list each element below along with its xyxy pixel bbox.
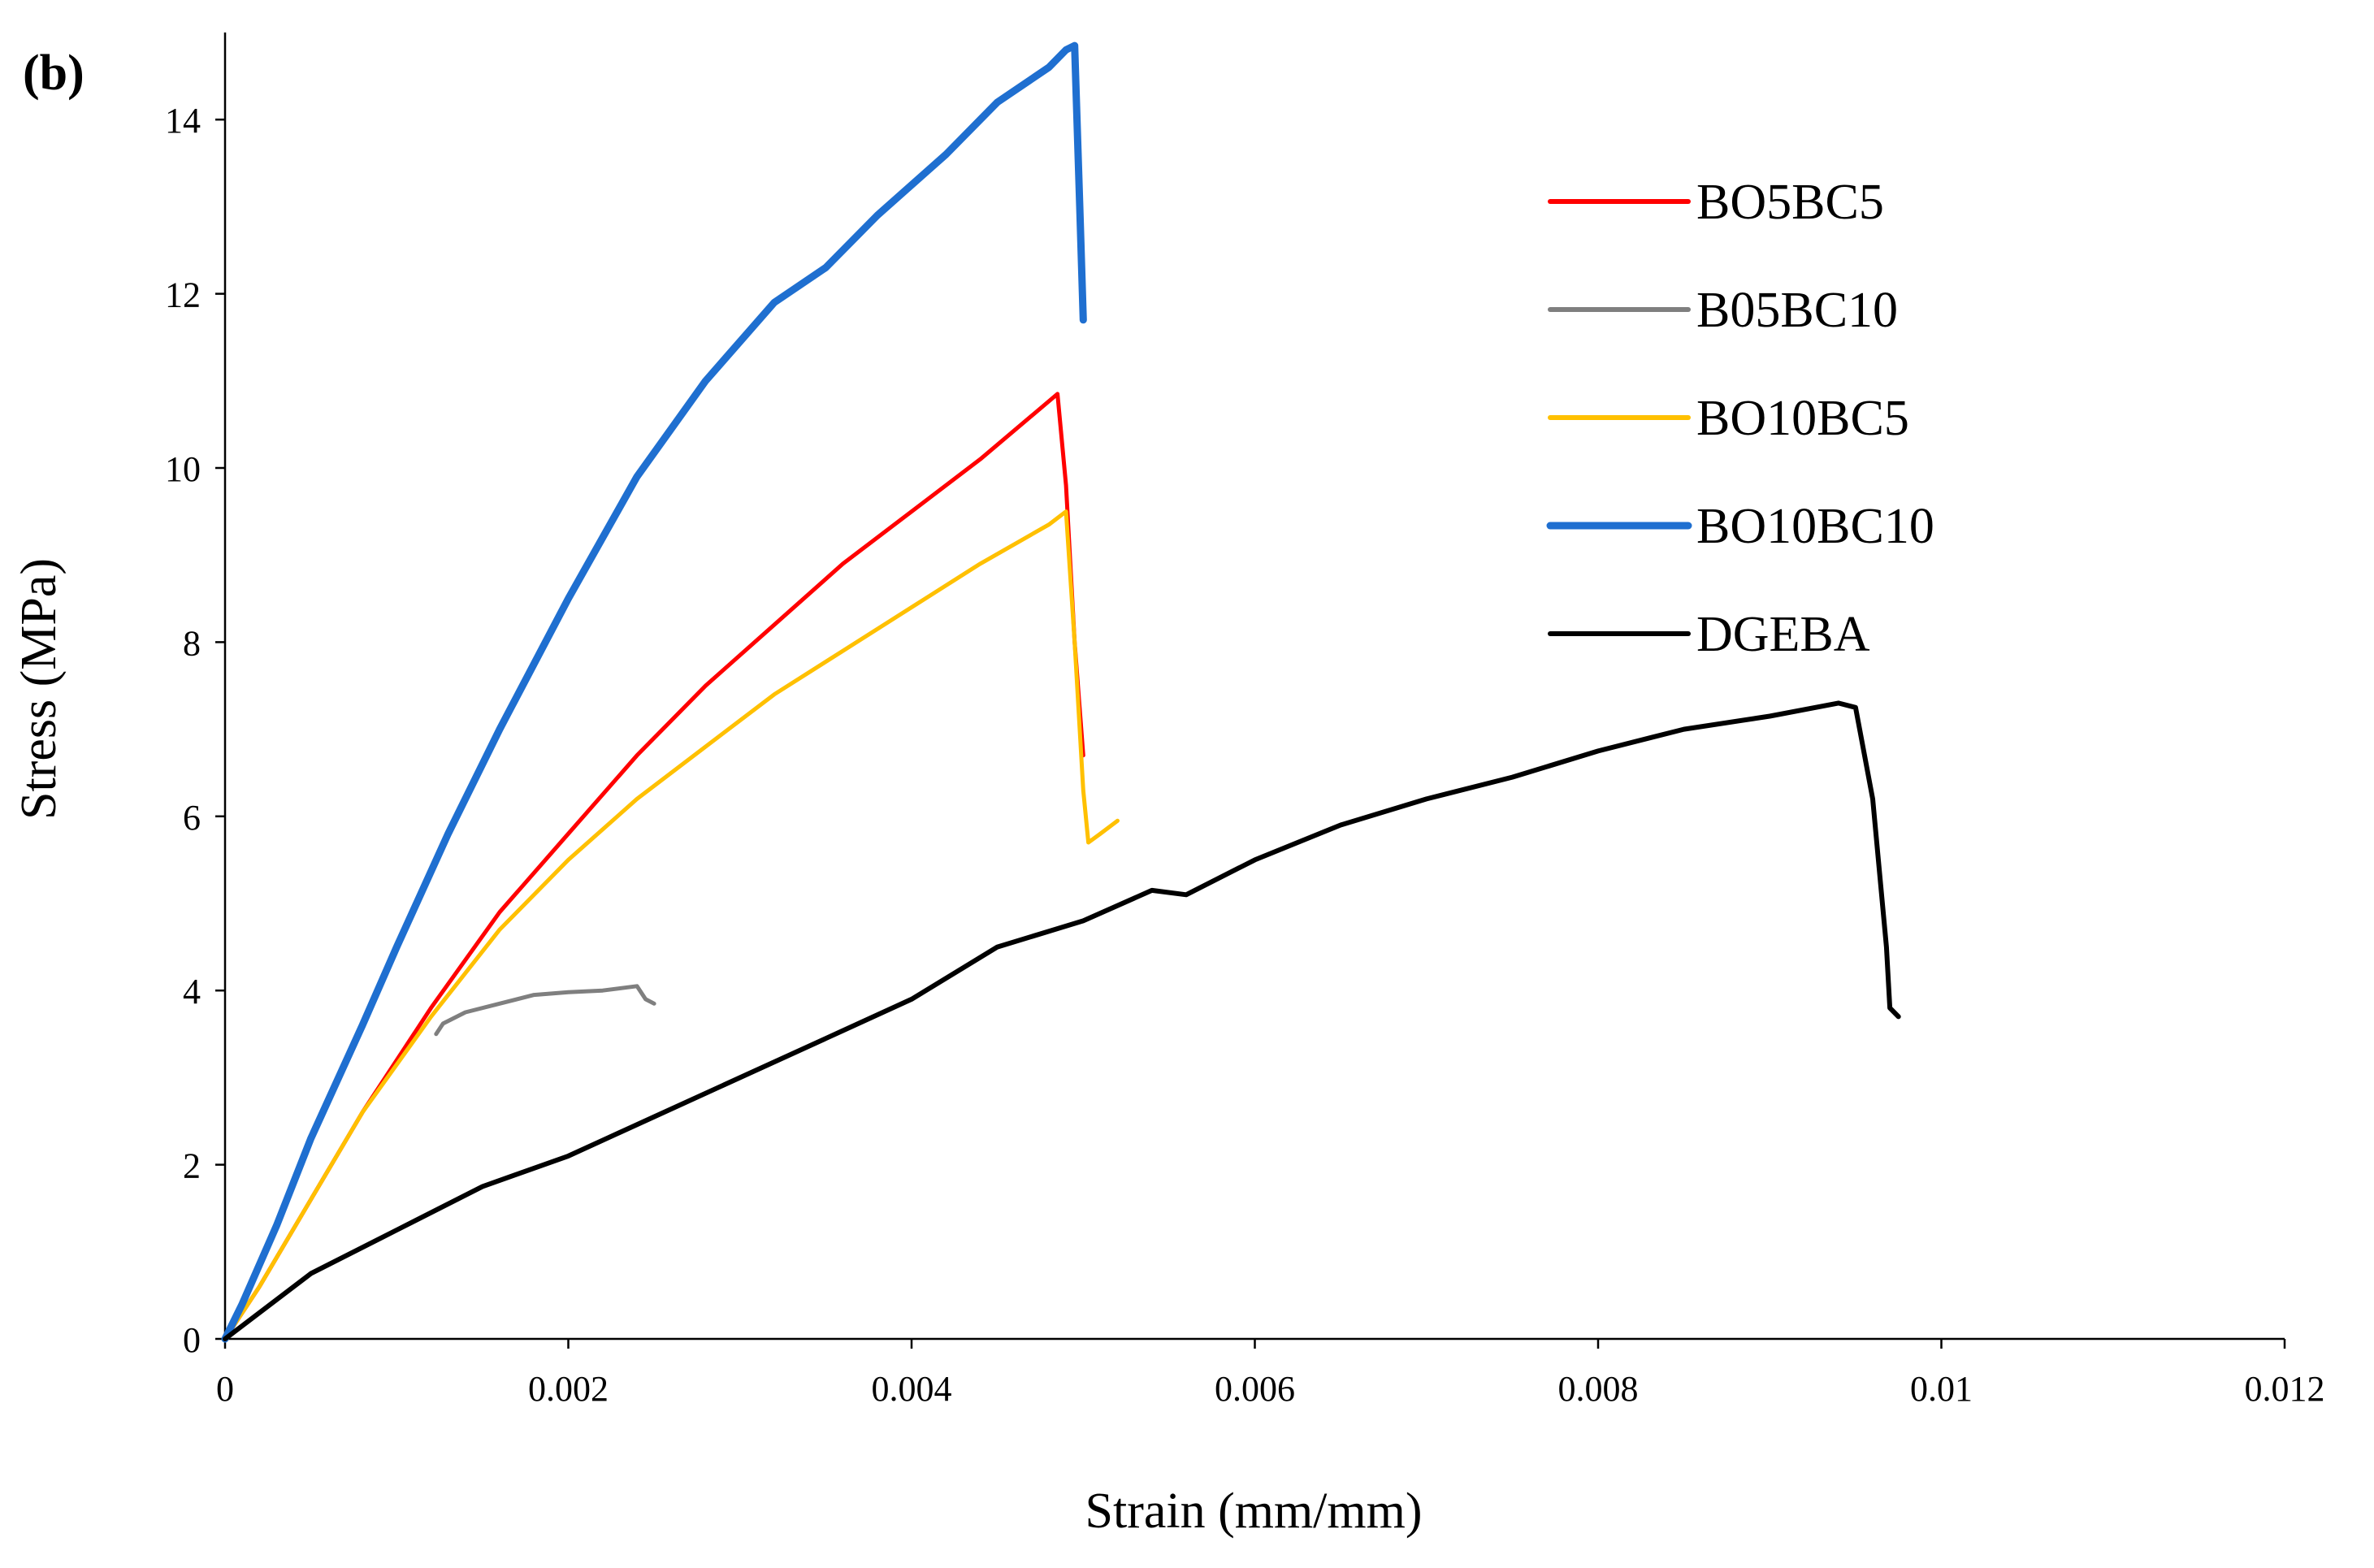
series-lines	[221, 41, 1901, 1343]
y-axis-ticks: 0 2 4 6 8 10 12 14	[165, 101, 225, 1360]
y-tick-label: 4	[183, 972, 201, 1011]
series-line-bo10bc5	[223, 509, 1120, 1341]
x-tick-label: 0.004	[872, 1369, 952, 1409]
x-tick-label: 0.002	[528, 1369, 609, 1409]
panel-label: (b)	[23, 45, 84, 101]
y-tick-label: 10	[165, 449, 201, 489]
series-line-bo5bc5	[223, 392, 1085, 1341]
series-line-dgeba	[223, 700, 1901, 1341]
legend-label-dgeba: DGEBA	[1696, 607, 1870, 662]
y-tick-label: 6	[183, 798, 201, 838]
y-tick-label: 0	[183, 1320, 201, 1360]
x-axis-ticks: 0 0.002 0.004 0.006 0.008 0.01 0.012	[216, 1339, 2325, 1409]
legend: BO5BC5 B05BC10 BO10BC5 BO10BC10 DGEBA	[1546, 175, 1934, 662]
series-line-b05bc10	[434, 984, 656, 1037]
x-tick-label: 0.008	[1558, 1369, 1639, 1409]
legend-label-b05bc10: B05BC10	[1696, 283, 1898, 338]
x-tick-label: 0.006	[1215, 1369, 1295, 1409]
x-tick-label: 0	[216, 1369, 234, 1409]
y-axis-title: Stress (MPa)	[11, 558, 67, 820]
legend-label-bo5bc5: BO5BC5	[1696, 175, 1884, 230]
x-tick-label: 0.012	[2245, 1369, 2325, 1409]
y-tick-label: 2	[183, 1146, 201, 1186]
plot-area: 0 2 4 6 8 10 12 14 0 0.002 0.004 0.006 0.008 0.01 0.0…	[165, 32, 2325, 1409]
x-axis-title: Strain (mm/mm)	[1085, 1484, 1422, 1539]
legend-label-bo10bc5: BO10BC5	[1696, 391, 1909, 446]
y-tick-label: 12	[165, 275, 201, 315]
y-tick-label: 14	[165, 101, 201, 141]
series-line-bo10bc10	[221, 41, 1087, 1343]
legend-label-bo10bc10: BO10BC10	[1696, 499, 1934, 554]
x-tick-label: 0.01	[1910, 1369, 1973, 1409]
y-tick-label: 8	[183, 623, 201, 663]
